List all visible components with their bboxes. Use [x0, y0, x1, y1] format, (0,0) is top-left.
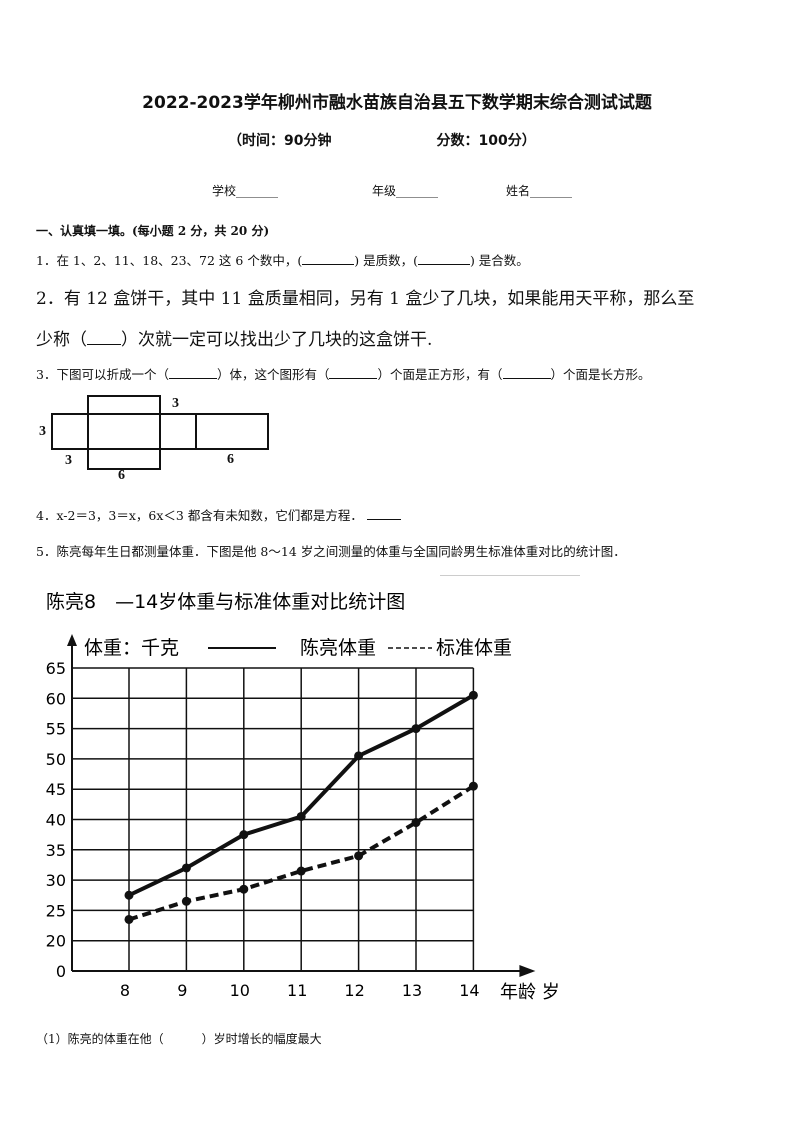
q2-text: ）次就一定可以找出少了几块的这盒饼干.: [121, 330, 433, 350]
data-point: [296, 811, 306, 821]
q1-text: ) 是质数，(: [354, 253, 418, 268]
weight-line-chart: 陈亮8 —14岁体重与标准体重对比统计图 体重：千克 陈亮体重 标准体重 年龄 …: [46, 591, 560, 1003]
y-axis-label: 体重：千克: [84, 637, 179, 659]
q3-blank-2[interactable]: [329, 378, 378, 379]
time-label: （时间：90分钟: [228, 133, 332, 149]
question-4: 4．x-2＝3，3＝x，6x＜3 都含有未知数，它们都是方程．: [36, 505, 401, 524]
q1-text: 1．在 1、2、11、18、23、72 这 6 个数中，(: [36, 253, 303, 268]
net-label: 3: [39, 424, 46, 439]
q3-text: ）个面是正方形，有（: [377, 367, 503, 382]
y-tick-label: 30: [46, 871, 66, 890]
data-point: [468, 690, 478, 700]
data-point: [181, 896, 191, 906]
y-tick-label: 40: [46, 811, 66, 830]
q4-answer-blank[interactable]: [366, 519, 401, 520]
chart-title: 陈亮8 —14岁体重与标准体重对比统计图: [46, 591, 405, 613]
data-point: [124, 914, 134, 924]
question-3: 3．下图可以折成一个（ ）体，这个图形有（ ）个面是正方形，有（ ）个面是长方形。: [36, 364, 651, 383]
data-point: [354, 751, 364, 761]
data-point: [124, 890, 134, 900]
q1-blank-1[interactable]: [302, 264, 355, 265]
data-point: [468, 781, 478, 791]
q3-text: ）体，这个图形有（: [216, 367, 330, 382]
y-tick-label: 50: [46, 750, 66, 769]
q4-text: 4．x-2＝3，3＝x，6x＜3 都含有未知数，它们都是方程．: [36, 508, 363, 523]
score-label: 分数：100分）: [436, 133, 536, 149]
data-point: [239, 830, 249, 840]
question-2-line-2: 少称（ ）次就一定可以找出少了几块的这盒饼干.: [36, 325, 432, 350]
net-divider: [195, 413, 197, 450]
y-tick-label: 0: [56, 962, 66, 981]
x-tick-label: 10: [230, 981, 250, 1000]
q1-blank-2[interactable]: [417, 264, 470, 265]
question-2-line-1: 2．有 12 盒饼干，其中 11 盒质量相同，另有 1 盒少了几块，如果能用天平…: [36, 289, 695, 309]
data-point: [239, 884, 249, 894]
grade-field[interactable]: 年级_______: [372, 184, 439, 198]
exam-meta: （时间：90分钟 分数：100分）: [228, 130, 536, 150]
q3-blank-1[interactable]: [168, 378, 217, 379]
q3-blank-3[interactable]: [502, 378, 551, 379]
data-point: [296, 866, 306, 876]
x-axis-label: 年龄 岁: [500, 982, 560, 1003]
page-title: 2022-2023学年柳州市融水苗族自治县五下数学期末综合测试试题: [142, 93, 652, 113]
net-label: 3: [172, 396, 179, 411]
q2-text: 少称（: [36, 330, 87, 350]
q5-1-text: ）岁时增长的幅度最大: [201, 1032, 322, 1046]
divider-line: [440, 575, 580, 576]
y-tick-label: 60: [46, 689, 66, 708]
name-field[interactable]: 姓名_______: [506, 184, 573, 198]
net-center-face: [87, 413, 161, 450]
x-axis-arrow-icon: [519, 965, 536, 977]
x-tick-label: 9: [177, 981, 187, 1000]
q5-1-text: （1）陈亮的体重在他（: [36, 1032, 164, 1046]
legend-series-1: 陈亮体重: [300, 637, 376, 659]
y-tick-label: 45: [46, 780, 66, 799]
y-tick-label: 35: [46, 841, 66, 860]
x-tick-label: 13: [402, 981, 422, 1000]
x-tick-label: 8: [120, 981, 130, 1000]
question-5: 5．陈亮每年生日都测量体重．下图是他 8～14 岁之间测量的体重与全国同龄男生标…: [36, 544, 626, 559]
y-axis-arrow-icon: [67, 634, 77, 646]
data-point: [411, 818, 421, 828]
y-tick-label: 25: [46, 901, 66, 920]
question-5-1: （1）陈亮的体重在他（ ）岁时增长的幅度最大: [36, 1030, 322, 1047]
y-tick-label: 20: [46, 932, 66, 951]
question-1: 1．在 1、2、11、18、23、72 这 6 个数中，( ) 是质数，( ) 是合…: [36, 250, 529, 269]
y-tick-label: 65: [46, 659, 66, 678]
x-tick-label: 14: [459, 981, 479, 1000]
data-point: [181, 863, 191, 873]
q1-text: ) 是合数。: [469, 253, 529, 268]
q3-text: 3．下图可以折成一个（: [36, 367, 169, 382]
x-tick-label: 12: [344, 981, 364, 1000]
net-label: 6: [118, 468, 125, 483]
y-tick-label: 55: [46, 720, 66, 739]
x-tick-label: 11: [287, 981, 307, 1000]
school-field[interactable]: 学校_______: [212, 184, 279, 198]
q3-text: ）个面是长方形。: [550, 367, 651, 382]
net-label: 6: [227, 452, 234, 467]
q2-blank[interactable]: [87, 344, 121, 345]
data-point: [354, 851, 364, 861]
section-heading: 一、认真填一填。(每小题 2 分，共 20 分): [36, 224, 270, 238]
net-label: 3: [65, 453, 72, 468]
legend-series-2: 标准体重: [436, 637, 512, 659]
data-point: [411, 724, 421, 734]
